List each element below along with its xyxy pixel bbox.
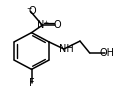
Text: N: N (37, 20, 44, 30)
Text: NH: NH (59, 44, 73, 54)
Text: O: O (53, 20, 60, 30)
Text: −: − (26, 5, 32, 10)
Text: F: F (29, 78, 34, 88)
Text: OH: OH (98, 48, 113, 58)
Text: +: + (43, 20, 48, 25)
Text: O: O (28, 6, 36, 16)
